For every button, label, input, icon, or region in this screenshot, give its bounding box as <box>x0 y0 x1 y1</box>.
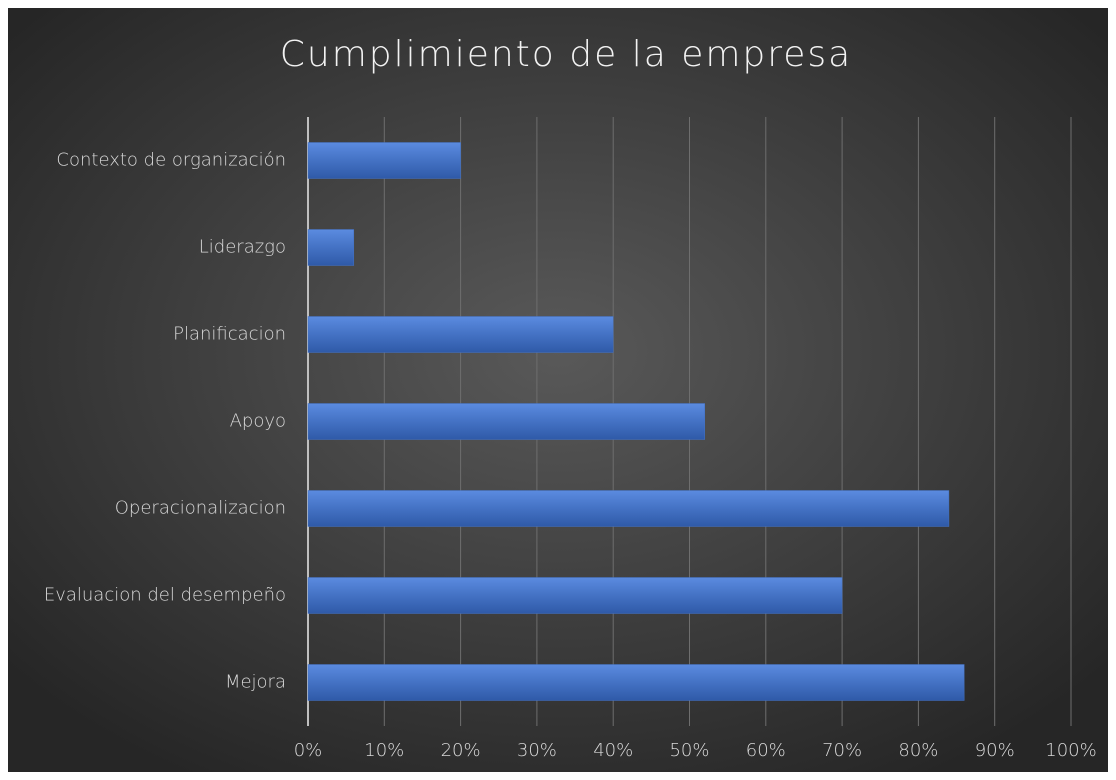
y-tick-label: Mejora <box>225 672 286 693</box>
bar <box>307 490 950 527</box>
bar <box>307 229 355 266</box>
bar <box>307 316 614 353</box>
chart-background <box>8 8 1108 772</box>
bar <box>307 577 843 614</box>
y-tick-label: Apoyo <box>230 411 286 432</box>
x-tick-label: 90% <box>975 740 1015 761</box>
x-tick-label: 10% <box>364 740 404 761</box>
x-tick-label: 80% <box>898 740 938 761</box>
y-tick-label: Operacionalizacion <box>115 498 286 519</box>
x-tick-label: 40% <box>593 740 633 761</box>
y-tick-label: Liderazgo <box>199 237 286 258</box>
chart-title: Cumplimiento de la empresa <box>280 34 853 75</box>
bar <box>307 142 461 179</box>
x-tick-label: 50% <box>669 740 709 761</box>
x-tick-label: 20% <box>441 740 481 761</box>
x-tick-label: 0% <box>294 740 323 761</box>
y-tick-label: Evaluacion del desempeño <box>44 585 286 606</box>
y-tick-label: Planificacion <box>173 324 286 345</box>
y-tick-label: Contexto de organización <box>56 150 286 171</box>
bar <box>307 664 965 701</box>
x-tick-label: 70% <box>822 740 862 761</box>
x-tick-label: 30% <box>517 740 557 761</box>
x-tick-label: 60% <box>746 740 786 761</box>
bar <box>307 403 706 440</box>
x-tick-label: 100% <box>1045 740 1096 761</box>
